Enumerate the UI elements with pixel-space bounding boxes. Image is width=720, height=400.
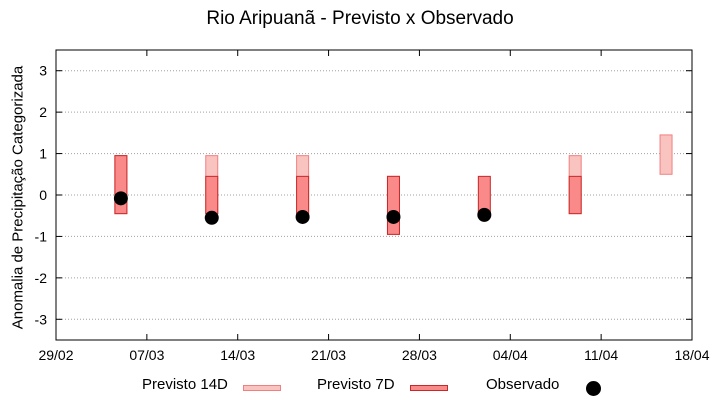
legend: Previsto 14D Previsto 7D Observado — [0, 376, 720, 400]
previsto-14d-bar — [659, 134, 673, 175]
x-tick-label: 28/03 — [402, 347, 437, 363]
legend-label-previsto-14d: Previsto 14D — [142, 376, 228, 393]
y-tick-label: 0 — [39, 187, 47, 203]
observado-point — [204, 210, 219, 225]
observado-point — [477, 207, 492, 222]
observado-point — [386, 209, 401, 224]
x-tick-label: 14/03 — [220, 347, 255, 363]
x-tick-label: 04/04 — [493, 347, 528, 363]
x-tick-label: 07/03 — [129, 347, 164, 363]
x-tick-label: 21/03 — [311, 347, 346, 363]
previsto-7d-layer — [114, 155, 582, 235]
x-tick-label: 18/04 — [674, 347, 709, 363]
legend-marker-observado — [586, 381, 601, 396]
previsto-7d-bar — [386, 175, 400, 235]
chart-title: Rio Aripuanã - Previsto x Observado — [206, 8, 514, 29]
y-tick-label: -2 — [35, 270, 48, 286]
previsto-7d-bar — [205, 175, 219, 215]
x-tick-label: 11/04 — [584, 347, 618, 363]
previsto-7d-bar — [296, 175, 310, 215]
y-tick-label: -1 — [35, 228, 48, 244]
legend-label-previsto-7d: Previsto 7D — [317, 376, 395, 393]
legend-swatch-previsto-7d — [410, 385, 448, 391]
observado-point — [295, 209, 310, 224]
y-tick-label: 3 — [39, 63, 47, 79]
y-tick-label: 2 — [39, 104, 47, 120]
legend-label-observado: Observado — [486, 376, 560, 393]
observado-point — [113, 191, 128, 206]
axis-layer: -3 -2 -1 0 1 2 3 29/02 07/03 14/03 21/03 28/03 04/04… — [35, 49, 710, 363]
x-tick-label: 29/02 — [38, 347, 73, 363]
plot-frame — [55, 49, 693, 341]
y-tick-label: 1 — [39, 146, 47, 162]
y-tick-label: -3 — [35, 311, 48, 327]
legend-swatch-previsto-14d — [243, 385, 281, 391]
observado-layer — [113, 191, 492, 225]
previsto-7d-bar — [568, 175, 582, 215]
grid-layer — [56, 70, 692, 320]
